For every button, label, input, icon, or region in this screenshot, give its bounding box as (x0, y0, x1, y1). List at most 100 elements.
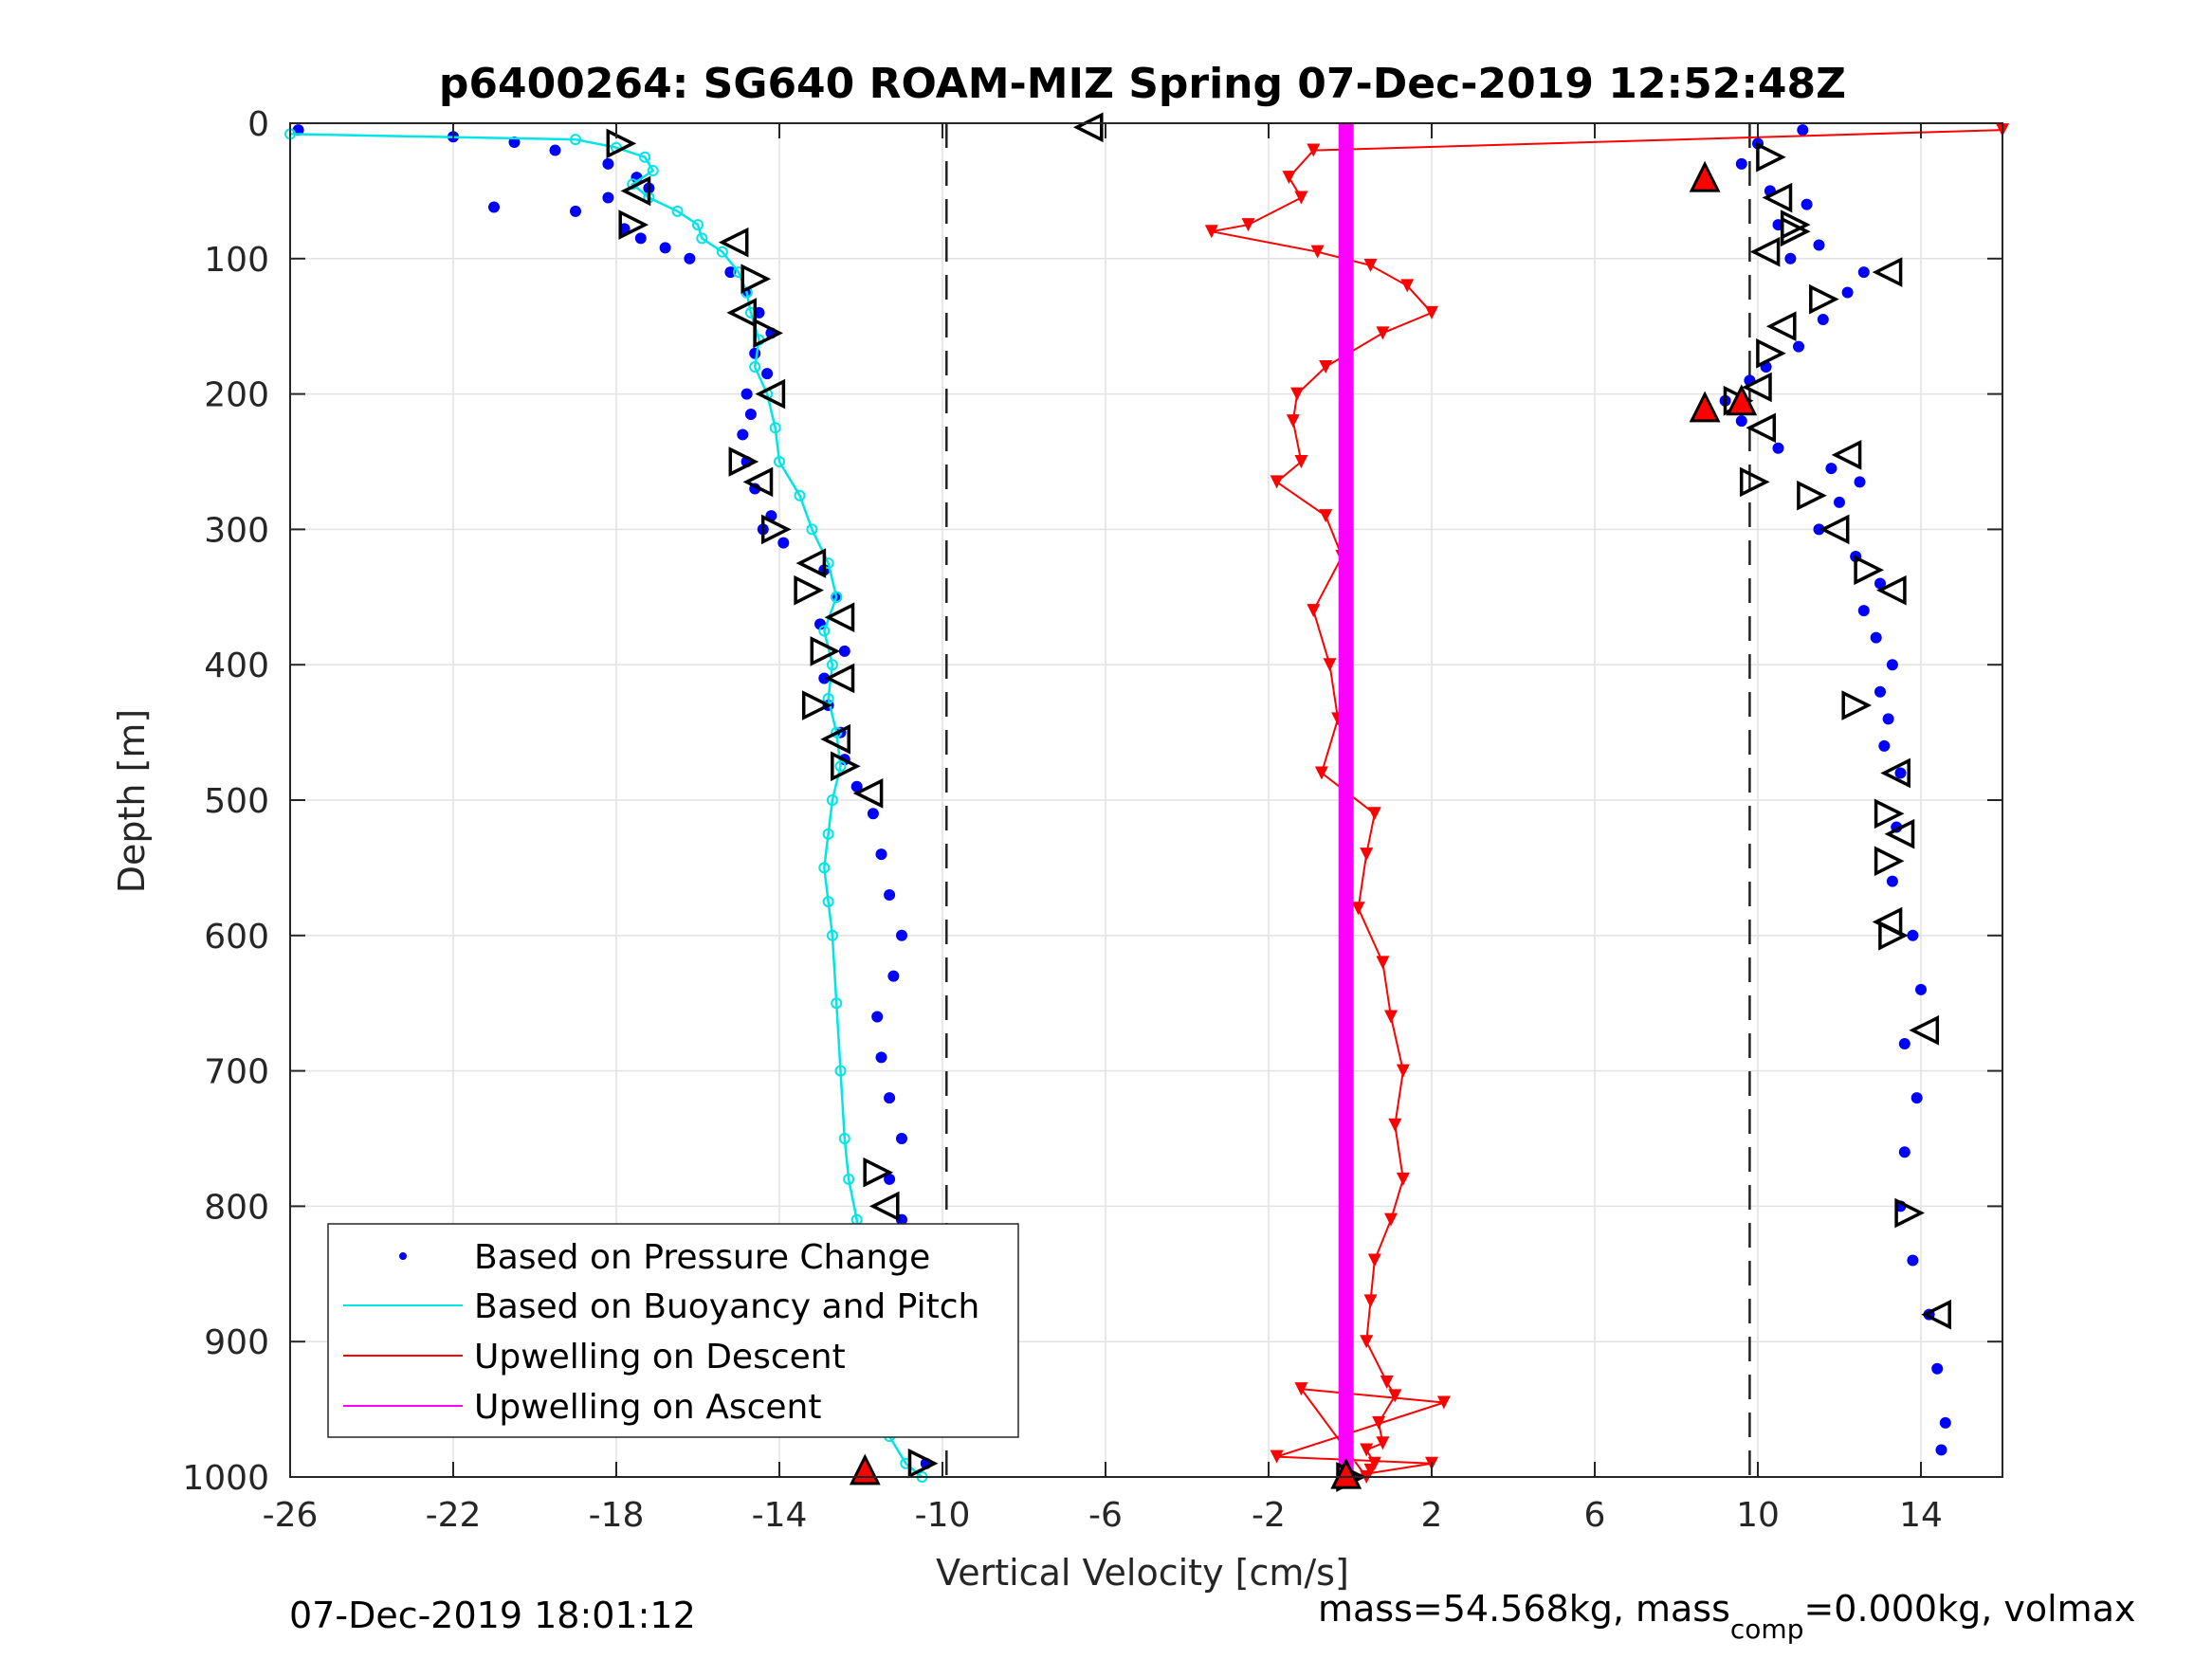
pressure-point (884, 888, 896, 901)
pressure-point (1772, 442, 1784, 454)
open-triangle-marker (753, 318, 784, 349)
descent-point (1388, 1389, 1402, 1403)
buoyancy-point (831, 591, 843, 603)
buoyancy-point (769, 422, 781, 434)
pressure-point (871, 1011, 884, 1023)
open-triangle-marker (606, 128, 637, 159)
pressure-point (1784, 252, 1797, 264)
open-triangle-marker (1880, 757, 1910, 789)
buoyancy-point (822, 828, 834, 840)
x-tick-label: -18 (589, 1496, 645, 1535)
descent-point (1396, 1172, 1410, 1186)
open-triangle-marker (1797, 480, 1827, 511)
filled-triangle-marker (1689, 391, 1721, 423)
descent-point (1294, 1382, 1308, 1396)
pressure-point (1813, 523, 1825, 536)
pressure-point (1841, 286, 1854, 299)
pressure-point (1898, 1038, 1910, 1050)
open-triangle-marker (726, 298, 758, 328)
descent-point (1282, 171, 1296, 185)
buoyancy-point (826, 929, 838, 941)
pressure-point (884, 1173, 896, 1185)
pressure-point (1801, 198, 1813, 210)
x-tick-label: 6 (1584, 1496, 1606, 1535)
descent-point (1384, 1212, 1398, 1227)
open-triangle-marker (1780, 216, 1811, 247)
descent-point (1204, 225, 1218, 239)
descent-point (1363, 258, 1378, 272)
buoyancy-point (843, 1173, 855, 1185)
descent-point (1307, 604, 1321, 618)
open-triangle-marker (907, 1448, 939, 1479)
open-triangle-marker (1739, 466, 1770, 498)
x-tick-label: -14 (752, 1496, 808, 1535)
descent-point (1380, 1376, 1394, 1390)
open-triangle-marker (1072, 112, 1104, 143)
filled-triangle-marker (1689, 160, 1721, 192)
buoyancy-point (818, 862, 831, 874)
x-tick-label: -10 (915, 1496, 971, 1535)
descent-point (1270, 1449, 1284, 1464)
buoyancy-point (716, 246, 728, 258)
legend-label-ascent: Upwelling on Ascent (474, 1388, 821, 1427)
pressure-point (602, 191, 614, 204)
descent-point (1376, 326, 1390, 340)
open-triangle-marker (1762, 182, 1793, 213)
open-triangle-marker (810, 636, 841, 666)
open-triangle-marker (1749, 236, 1781, 267)
descent-point (1270, 475, 1284, 489)
open-triangle-marker (618, 210, 649, 240)
descent-point (1363, 1463, 1378, 1477)
open-triangle-marker (742, 466, 774, 498)
pressure-point (875, 848, 887, 861)
pressure-point (1907, 929, 1919, 941)
descent-point (1376, 956, 1390, 970)
descent-point (1319, 509, 1333, 523)
y-tick-label: 0 (247, 105, 269, 144)
open-triangle-marker (755, 378, 786, 410)
x-tick-label: 2 (1421, 1496, 1443, 1535)
pressure-point (1878, 739, 1891, 752)
filled-triangle-marker (1330, 1457, 1362, 1489)
buoyancy-point (826, 794, 838, 806)
pressure-point (1857, 605, 1870, 617)
buoyancy-point (639, 151, 651, 163)
pressure-point (1813, 239, 1825, 251)
chart-title: p6400264: SG640 ROAM-MIZ Spring 07-Dec-2… (439, 60, 1846, 108)
x-axis-label: Vertical Velocity [cm/s] (936, 1552, 1349, 1594)
descent-point (1372, 1415, 1386, 1430)
pressure-point (1817, 314, 1829, 326)
descent-point (1360, 1335, 1374, 1349)
descent-point (1363, 1294, 1378, 1308)
pressure-point (488, 201, 500, 213)
x-tick-label: -22 (426, 1496, 482, 1535)
buoyancy-point (834, 760, 847, 773)
open-triangle-marker (1742, 372, 1772, 403)
y-tick-label: 100 (204, 241, 269, 280)
pressure-point (761, 368, 774, 380)
open-triangle-marker (1756, 141, 1786, 173)
pressure-point (896, 929, 907, 941)
y-axis-label: Depth [m] (111, 709, 153, 894)
y-tick-label: 300 (204, 511, 269, 550)
pressure-point (1854, 476, 1866, 488)
open-triangle-marker (794, 574, 825, 606)
open-triangle-marker (852, 778, 884, 809)
open-triangle-marker (718, 227, 749, 258)
legend-label-descent: Upwelling on Descent (474, 1338, 846, 1376)
descent-point (1436, 1395, 1451, 1410)
y-tick-label: 900 (204, 1323, 269, 1362)
descent-point (1294, 191, 1308, 205)
pressure-point (1915, 983, 1927, 995)
footer-timestamp: 07-Dec-2019 18:01:12 (289, 1595, 696, 1636)
descent-point (1367, 1253, 1381, 1267)
pressure-point (570, 205, 581, 217)
pressure-point (737, 428, 749, 441)
pressure-point (1797, 124, 1809, 137)
open-triangle-marker (620, 175, 651, 207)
buoyancy-point (818, 625, 831, 637)
pressure-point (634, 232, 647, 245)
descent-point (1400, 279, 1415, 293)
y-tick-label: 200 (204, 376, 269, 415)
pressure-point (1907, 1254, 1919, 1267)
